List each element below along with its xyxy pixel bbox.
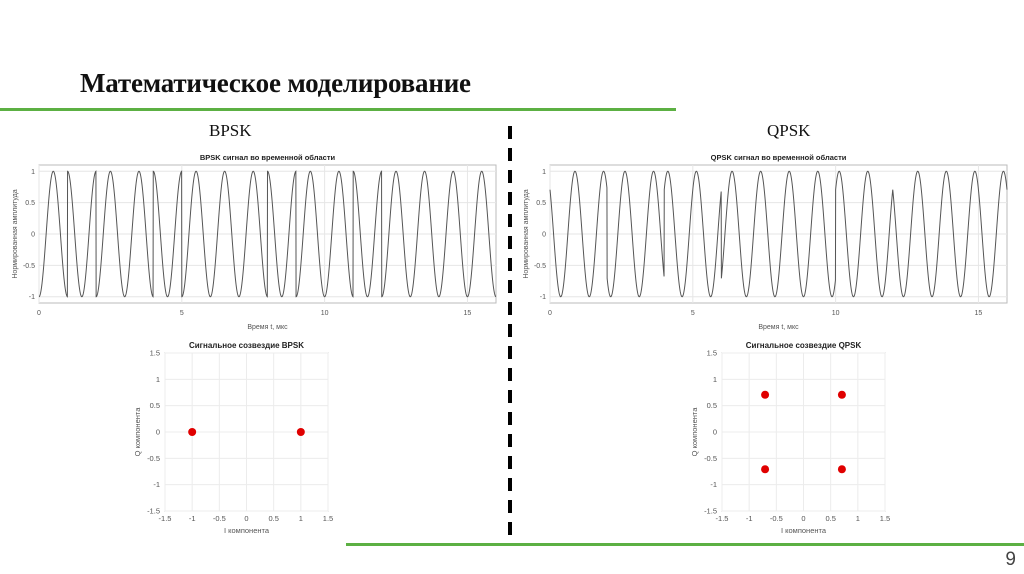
y-tick-label: -1.5 (704, 507, 717, 516)
chart-title: Сигнальное созвездие BPSK (189, 341, 304, 350)
chart-title: QPSK сигнал во временной области (711, 153, 847, 162)
constellation-point (837, 390, 846, 399)
x-tick-label: 1 (299, 514, 303, 523)
constellation-point (188, 428, 197, 436)
x-tick-label: 0 (801, 514, 805, 523)
signal-line (549, 170, 1008, 298)
y-tick-label: -1 (29, 294, 35, 301)
top-divider-line (0, 108, 676, 111)
bottom-divider-line (346, 543, 1024, 546)
x-tick-label: 10 (832, 310, 840, 317)
x-tick-label: -1 (746, 514, 753, 523)
x-tick-label: -0.5 (770, 514, 783, 523)
x-tick-label: 1 (856, 514, 860, 523)
x-tick-label: -1.5 (716, 514, 729, 523)
x-axis-label: I компонента (224, 526, 270, 535)
x-tick-label: 0.5 (268, 514, 278, 523)
chart-title: BPSK сигнал во временной области (200, 153, 336, 162)
constellation-point (761, 465, 770, 474)
bpsk-time-chart: 0 5 10 15 -1 -0.5 0 0.5 1 BPSK сигнал во временно… (12, 153, 497, 331)
y-tick-label: 1 (156, 375, 160, 384)
slide-title: Математическое моделирование (80, 68, 471, 98)
y-tick-label: -1 (710, 480, 717, 489)
x-tick-label: 1.5 (880, 514, 890, 523)
x-tick-label: 0 (244, 514, 248, 523)
x-tick-label: -1.5 (159, 514, 172, 523)
signal-line (38, 170, 497, 298)
x-tick-label: 15 (975, 310, 983, 317)
y-tick-label: 0.5 (25, 200, 35, 207)
y-axis-label: Q компонента (690, 407, 699, 457)
qpsk-constellation-chart: -1.5 -1 -0.5 0 0.5 1 1.5 -1.5 -1 -0.5 0 0.5 1 1.5 Сигн… (690, 341, 890, 535)
x-axis-label: I компонента (781, 526, 827, 535)
x-tick-label: 15 (464, 310, 472, 317)
y-tick-label: 0.5 (536, 200, 546, 207)
y-tick-label: 1 (713, 375, 717, 384)
qpsk-time-chart: 0 5 10 15 -1 -0.5 0 0.5 1 QPSK сигнал во временно… (523, 153, 1008, 331)
y-tick-label: -0.5 (23, 263, 35, 270)
y-tick-label: -0.5 (704, 454, 717, 463)
y-tick-label: -1 (153, 480, 160, 489)
y-tick-label: 1 (31, 169, 35, 176)
x-tick-label: -1 (189, 514, 196, 523)
y-tick-label: 0.5 (707, 401, 717, 410)
x-axis-label: Время t, мкс (758, 324, 799, 331)
y-tick-label: 0 (156, 428, 160, 437)
y-tick-label: -1.5 (147, 507, 160, 516)
qpsk-label: QPSK (767, 121, 811, 140)
y-tick-label: 1.5 (150, 349, 160, 358)
chart-title: Сигнальное созвездие QPSK (746, 341, 862, 350)
x-tick-label: 0 (37, 310, 41, 317)
bpsk-label: BPSK (209, 121, 252, 140)
center-dashed-divider (508, 126, 512, 542)
page-number: 9 (1005, 549, 1016, 570)
y-axis-label: Нормированная амплитуда (12, 189, 19, 278)
x-tick-label: 0 (548, 310, 552, 317)
x-tick-label: 0.5 (825, 514, 835, 523)
y-axis-label: Q компонента (133, 407, 142, 457)
y-tick-label: 0 (713, 428, 717, 437)
y-tick-label: -0.5 (147, 454, 160, 463)
bpsk-constellation-chart: -1.5 -1 -0.5 0 0.5 1 1.5 -1.5 -1 -0.5 0 0.5 1 1.5 Сигн… (133, 341, 333, 535)
x-axis-label: Время t, мкс (247, 324, 288, 331)
x-tick-label: -0.5 (213, 514, 226, 523)
y-tick-label: 0 (31, 232, 35, 239)
constellation-point (837, 465, 846, 474)
x-tick-label: 1.5 (323, 514, 333, 523)
y-tick-label: 0 (542, 232, 546, 239)
x-tick-label: 5 (691, 310, 695, 317)
y-tick-label: 0.5 (150, 401, 160, 410)
x-tick-label: 10 (321, 310, 329, 317)
y-axis-label: Нормированная амплитуда (523, 189, 530, 278)
y-tick-label: 1 (542, 169, 546, 176)
constellation-point (761, 390, 770, 399)
y-tick-label: -0.5 (534, 263, 546, 270)
constellation-point (296, 428, 305, 436)
x-tick-label: 5 (180, 310, 184, 317)
y-tick-label: 1.5 (707, 349, 717, 358)
y-tick-label: -1 (540, 294, 546, 301)
